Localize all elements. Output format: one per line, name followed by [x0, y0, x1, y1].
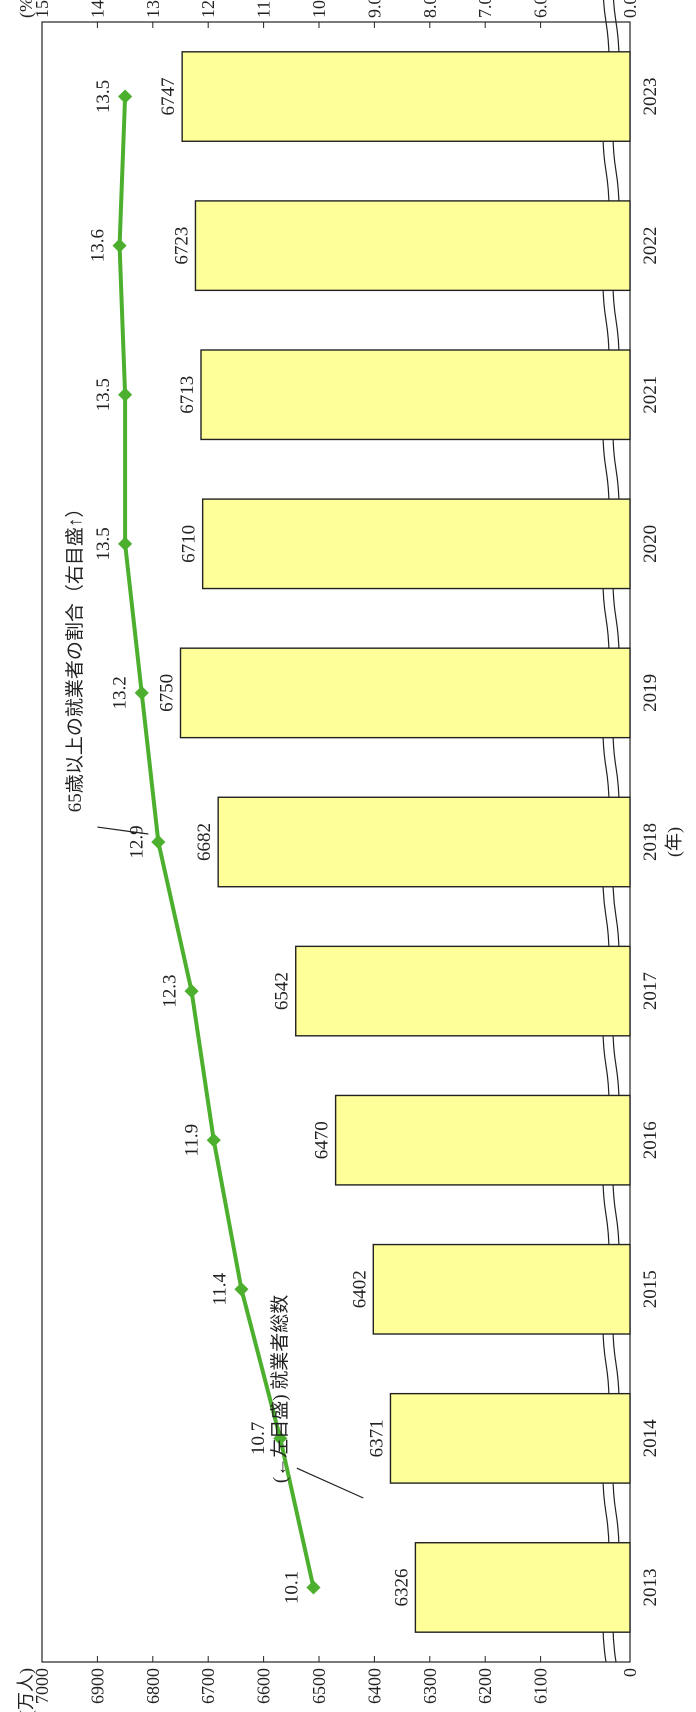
line-value-label: 13.6 — [88, 229, 109, 262]
x-tick-label: 2018 — [640, 823, 661, 861]
x-axis-unit: (年) — [664, 827, 685, 857]
line-point-2015 — [234, 1282, 249, 1297]
line-point-2014 — [273, 1431, 288, 1446]
line-point-2017 — [184, 984, 199, 999]
left-axis-zero-label: 0 — [620, 1668, 640, 1677]
bar-value-label: 6713 — [177, 376, 198, 414]
bar-annotation-arrow — [296, 1467, 364, 1499]
bar-2021 — [200, 349, 631, 441]
left-axis-unit: (万人) — [16, 1668, 37, 1712]
right-axis-zero-label: 0.0 — [620, 0, 640, 18]
bar-2023 — [181, 51, 631, 142]
bar-value-label: 6326 — [391, 1568, 412, 1606]
line-point-2018 — [151, 834, 166, 850]
x-tick-label: 2016 — [640, 1121, 661, 1159]
left-axis-tick-label: 6100 — [531, 1668, 551, 1704]
x-tick-label: 2014 — [640, 1419, 661, 1458]
x-tick-label: 2017 — [640, 972, 661, 1010]
line-value-label: 10.7 — [248, 1422, 269, 1455]
bar-value-label: 6470 — [312, 1121, 333, 1159]
line-point-2021 — [118, 387, 133, 402]
line-point-2016 — [206, 1133, 221, 1148]
right-axis-tick-label: 12.0 — [198, 0, 218, 18]
right-axis-tick-label: 6.0 — [531, 0, 551, 18]
line-point-2022 — [112, 238, 127, 253]
right-axis-unit: (%) — [16, 0, 37, 18]
left-axis-tick-label: 6300 — [420, 1668, 440, 1704]
bar-value-label: 6542 — [272, 972, 293, 1010]
line-value-label: 11.9 — [182, 1124, 203, 1157]
right-axis-tick-label: 10.0 — [309, 0, 329, 18]
left-axis-tick-label: 7000 — [32, 1668, 52, 1704]
left-axis-tick-label: 6900 — [87, 1668, 107, 1704]
right-axis-tick-label: 7.0 — [475, 0, 495, 18]
line-annotation-arrow — [97, 826, 149, 835]
line-value-label: 11.4 — [209, 1273, 230, 1306]
right-axis-tick-label: 15.0 — [32, 0, 52, 18]
bar-2019 — [179, 647, 631, 739]
bar-value-label: 6402 — [349, 1270, 370, 1308]
line-point-2013 — [306, 1580, 321, 1595]
line-point-2023 — [118, 89, 133, 104]
x-tick-label: 2013 — [640, 1568, 661, 1606]
x-tick-label: 2019 — [640, 674, 661, 712]
line-point-2019 — [134, 685, 149, 700]
bar-2016 — [334, 1094, 631, 1186]
x-tick-label: 2023 — [640, 78, 661, 116]
bar-2017 — [295, 945, 631, 1037]
bar-2018 — [217, 796, 631, 888]
x-tick-label: 2020 — [640, 525, 661, 563]
line-point-2020 — [118, 536, 133, 551]
left-axis-tick-label: 6800 — [143, 1668, 163, 1704]
right-axis-tick-label: 11.0 — [254, 0, 274, 18]
bar-value-label: 6750 — [157, 674, 178, 712]
bar-2020 — [201, 498, 631, 590]
right-axis-tick-label: 8.0 — [420, 0, 440, 18]
line-series-annotation: 65歳以上の就業者の割合（右目盛↑） — [64, 499, 86, 813]
left-axis-tick-label: 6600 — [254, 1668, 274, 1704]
right-axis-tick-label: 13.0 — [143, 0, 163, 18]
line-value-label: 12.3 — [160, 974, 181, 1007]
x-tick-label: 2022 — [640, 227, 661, 265]
left-axis-tick-label: 6700 — [198, 1668, 218, 1704]
line-value-label: 13.5 — [93, 527, 114, 560]
bar-value-label: 6682 — [194, 823, 215, 861]
bar-2022 — [194, 200, 631, 292]
line-value-label: 13.5 — [93, 378, 114, 411]
line-value-label: 12.9 — [126, 825, 147, 858]
bar-value-label: 6710 — [179, 525, 200, 563]
bar-value-label: 6747 — [158, 78, 179, 116]
left-axis-tick-label: 6200 — [475, 1668, 495, 1704]
bar-value-label: 6723 — [171, 227, 192, 265]
bar-2013 — [414, 1542, 631, 1633]
bar-series-annotation: (←左目盛) 就業者総数 — [269, 1295, 291, 1483]
right-axis-tick-label: 9.0 — [364, 0, 384, 18]
left-axis-tick-label: 6500 — [309, 1668, 329, 1704]
bar-2014 — [389, 1392, 631, 1484]
line-value-label: 13.5 — [93, 80, 114, 113]
bar-2015 — [372, 1243, 631, 1335]
right-axis-tick-label: 14.0 — [87, 0, 107, 18]
line-value-label: 13.2 — [110, 676, 131, 709]
bar-value-label: 6371 — [366, 1419, 387, 1457]
x-tick-label: 2021 — [640, 376, 661, 414]
x-tick-label: 2015 — [640, 1270, 661, 1308]
left-axis-tick-label: 6400 — [364, 1668, 384, 1704]
line-value-label: 10.1 — [281, 1571, 302, 1604]
